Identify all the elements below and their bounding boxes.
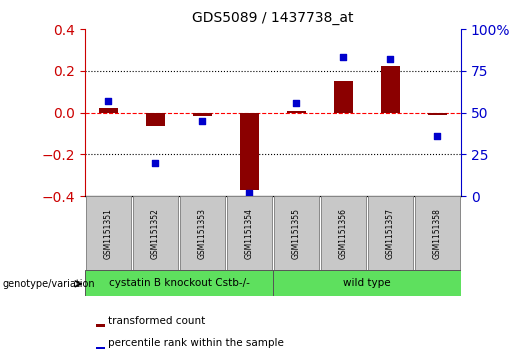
Text: GSM1151358: GSM1151358 bbox=[433, 208, 442, 259]
Text: GSM1151351: GSM1151351 bbox=[104, 208, 113, 259]
Bar bbox=[273, 270, 461, 296]
Bar bbox=[274, 196, 319, 270]
Text: GSM1151354: GSM1151354 bbox=[245, 208, 254, 259]
Bar bbox=[321, 196, 366, 270]
Text: GSM1151352: GSM1151352 bbox=[151, 208, 160, 259]
Bar bbox=[240, 113, 259, 190]
Bar bbox=[146, 113, 165, 126]
Point bbox=[339, 54, 348, 60]
Bar bbox=[334, 81, 353, 113]
Bar bbox=[180, 196, 225, 270]
Bar bbox=[287, 111, 306, 113]
Bar bbox=[227, 196, 271, 270]
Bar bbox=[133, 196, 178, 270]
Point bbox=[198, 118, 207, 124]
Bar bbox=[381, 66, 400, 113]
Bar bbox=[96, 325, 105, 327]
Bar bbox=[368, 196, 413, 270]
Text: GSM1151356: GSM1151356 bbox=[339, 208, 348, 259]
Point bbox=[105, 98, 113, 104]
Point bbox=[386, 56, 394, 62]
Title: GDS5089 / 1437738_at: GDS5089 / 1437738_at bbox=[192, 11, 354, 25]
Point bbox=[151, 160, 160, 166]
Text: GSM1151353: GSM1151353 bbox=[198, 208, 207, 259]
Text: cystatin B knockout Cstb-/-: cystatin B knockout Cstb-/- bbox=[109, 278, 249, 288]
Text: wild type: wild type bbox=[343, 278, 391, 288]
Bar bbox=[428, 113, 447, 115]
Bar bbox=[99, 108, 118, 113]
Text: GSM1151355: GSM1151355 bbox=[292, 208, 301, 259]
Text: percentile rank within the sample: percentile rank within the sample bbox=[108, 338, 284, 348]
Bar bbox=[87, 196, 131, 270]
Point bbox=[433, 133, 441, 139]
Text: transformed count: transformed count bbox=[108, 315, 205, 326]
Text: GSM1151357: GSM1151357 bbox=[386, 208, 395, 259]
Bar bbox=[415, 196, 459, 270]
Bar bbox=[96, 347, 105, 349]
Bar bbox=[193, 113, 212, 116]
Point bbox=[245, 190, 253, 196]
Text: genotype/variation: genotype/variation bbox=[3, 279, 95, 289]
Bar bbox=[85, 270, 273, 296]
Point bbox=[293, 99, 301, 105]
